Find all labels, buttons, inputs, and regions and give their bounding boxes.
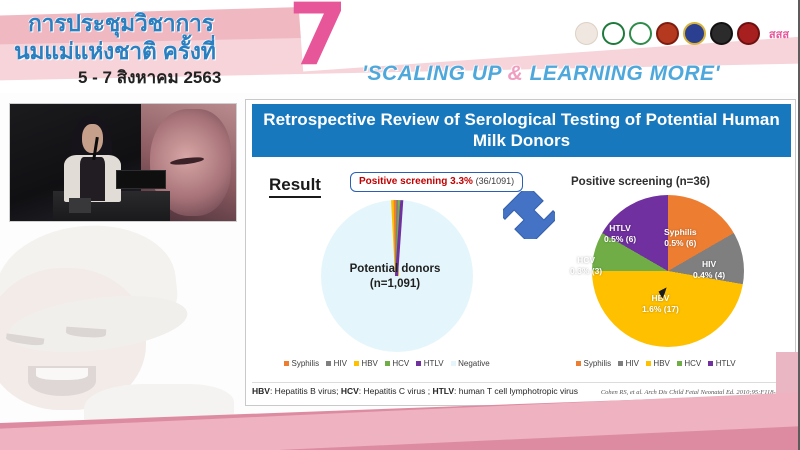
- tagline-ampersand: &: [507, 62, 524, 85]
- tagline-part1: 'SCALING UP: [362, 62, 508, 85]
- abbr-htlv-text: : human T cell lymphotropic virus: [454, 386, 578, 396]
- right-pie-legend: Syphilis HIV HBV HCV HTLV: [576, 359, 736, 368]
- legend-item-htlv: HTLV: [416, 359, 444, 368]
- speaker-vest: [80, 156, 105, 202]
- legend-label-syphilis: Syphilis: [291, 359, 320, 368]
- speaker-video-feed[interactable]: [9, 103, 237, 222]
- baby-face: [0, 268, 146, 410]
- thaihealth-logo: สสส: [768, 28, 790, 41]
- abbr-hcv-text: : Hepatitis C virus ;: [358, 386, 433, 396]
- legend-item-hcv: HCV: [384, 359, 410, 368]
- legend-item-syphilis: Syphilis: [284, 359, 319, 368]
- callout-highlight-text: Positive screening 3.3%: [359, 176, 473, 187]
- pie-label-hiv-name: HIV: [701, 259, 717, 269]
- pie-label-syphilis: Syphilis 0.5% (6): [664, 227, 697, 248]
- sponsor-logo-row: สสส: [575, 22, 794, 45]
- foundation-logo: [710, 22, 733, 45]
- blue-arrow-icon: [503, 191, 555, 239]
- result-section-label: Result: [269, 175, 321, 198]
- conference-title-thai-line2: นมแม่แห่งชาติ ครั้งที่: [14, 38, 216, 64]
- legend2-item-hcv: HCV: [676, 359, 702, 368]
- slide-content-panel: Retrospective Review of Serological Test…: [245, 99, 796, 406]
- left-pie-center-title: Potential donors: [349, 263, 441, 275]
- conference-date-thai: 5 - 7 สิงหาคม 2563: [78, 68, 222, 87]
- right-pie-slices: [592, 195, 744, 347]
- tagline-part2: LEARNING MORE': [523, 62, 721, 85]
- legend2-label-hcv: HCV: [684, 359, 702, 368]
- left-pie-legend: Syphilis HIV HBV HCV HTLV Negative: [284, 359, 490, 368]
- right-pie-title: Positive screening (n=36): [571, 176, 711, 188]
- pie-label-syphilis-name: Syphilis: [664, 227, 697, 237]
- pie-label-hbv-name: HBV: [651, 293, 670, 303]
- abbreviation-note: HBV: Hepatitis B virus; HCV: Hepatitis C…: [252, 386, 578, 396]
- university-logo: [683, 22, 706, 45]
- positive-screening-pie-chart[interactable]: Syphilis 0.5% (6) HIV 0.4% (4) HBV 1.6% …: [568, 193, 758, 358]
- abbr-hcv: HCV: [340, 386, 359, 396]
- pie-label-hiv-value: 0.4% (4): [693, 269, 726, 280]
- laptop: [116, 169, 166, 190]
- left-pie-center-sub: (n=1,091): [369, 277, 421, 290]
- potential-donors-pie-chart[interactable]: Potential donors (n=1,091): [269, 192, 521, 364]
- slide-footnote: HBV: Hepatitis B virus; HCV: Hepatitis C…: [252, 382, 791, 396]
- pie-label-htlv-name: HTLV: [609, 223, 631, 233]
- pie-label-hcv-name: HCV: [577, 255, 596, 265]
- pie-label-hiv: HIV 0.4% (4): [693, 259, 725, 280]
- legend2-item-syphilis: Syphilis: [576, 359, 611, 368]
- hospital-logo: [737, 22, 760, 45]
- speaker-face: [82, 123, 103, 154]
- legend-label-htlv: HTLV: [423, 359, 444, 368]
- callout-sub-text: (36/1091): [475, 176, 515, 186]
- abbr-hbv-text: : Hepatitis B virus;: [269, 386, 341, 396]
- positive-screening-callout: Positive screening 3.3% (36/1091): [350, 172, 524, 192]
- conference-tagline: 'SCALING UP & LEARNING MORE': [362, 62, 720, 86]
- royal-emblem-logo: [575, 22, 598, 45]
- legend2-label-hiv: HIV: [625, 359, 639, 368]
- pie-label-hbv: HBV 1.6% (17): [642, 293, 679, 314]
- nursing-council-logo: [629, 22, 652, 45]
- legend-label-hbv: HBV: [361, 359, 378, 368]
- legend2-label-htlv: HTLV: [715, 359, 736, 368]
- medical-council-logo: [602, 22, 625, 45]
- legend2-item-hiv: HIV: [618, 359, 639, 368]
- podium-panel: [68, 197, 92, 213]
- pie-label-htlv-value: 0.5% (6): [604, 233, 637, 244]
- legend2-item-hbv: HBV: [645, 359, 670, 368]
- baby-watermark-image: [0, 224, 248, 424]
- pie-label-htlv: HTLV 0.5% (6): [604, 223, 636, 244]
- citation-reference: Cohen RS, et al. Arch Dis Child Fetal Ne…: [600, 389, 791, 396]
- left-pie-center-label: Potential donors (n=1,091): [269, 262, 521, 291]
- legend-item-negative: Negative: [450, 359, 490, 368]
- baby-mouth: [28, 366, 96, 396]
- conference-title-thai-line1: การประชุมวิชาการ: [28, 10, 214, 36]
- slide-title: Retrospective Review of Serological Test…: [252, 104, 791, 157]
- legend-label-hcv: HCV: [392, 359, 410, 368]
- legend-item-hbv: HBV: [353, 359, 378, 368]
- pie-label-hbv-value: 1.6% (17): [642, 303, 679, 314]
- ministry-health-logo: [656, 22, 679, 45]
- legend2-item-htlv: HTLV: [708, 359, 736, 368]
- abbr-htlv: HTLV: [432, 386, 455, 396]
- legend-label-hiv: HIV: [333, 359, 347, 368]
- pie-label-hcv-value: 0.3% (3): [570, 265, 603, 276]
- conference-edition-number: 7: [288, 0, 348, 85]
- pie-label-hcv: HCV 0.3% (3): [570, 255, 602, 276]
- abbr-hbv: HBV: [252, 386, 270, 396]
- legend-item-hiv: HIV: [326, 359, 347, 368]
- legend2-label-syphilis: Syphilis: [583, 359, 612, 368]
- baby-teeth: [36, 368, 88, 380]
- pie-label-syphilis-value: 0.5% (6): [664, 237, 697, 248]
- legend-label-negative: Negative: [458, 359, 490, 368]
- conference-header-banner: 7 การประชุมวิชาการ นมแม่แห่งชาติ ครั้งที…: [0, 0, 800, 93]
- legend2-label-hbv: HBV: [653, 359, 670, 368]
